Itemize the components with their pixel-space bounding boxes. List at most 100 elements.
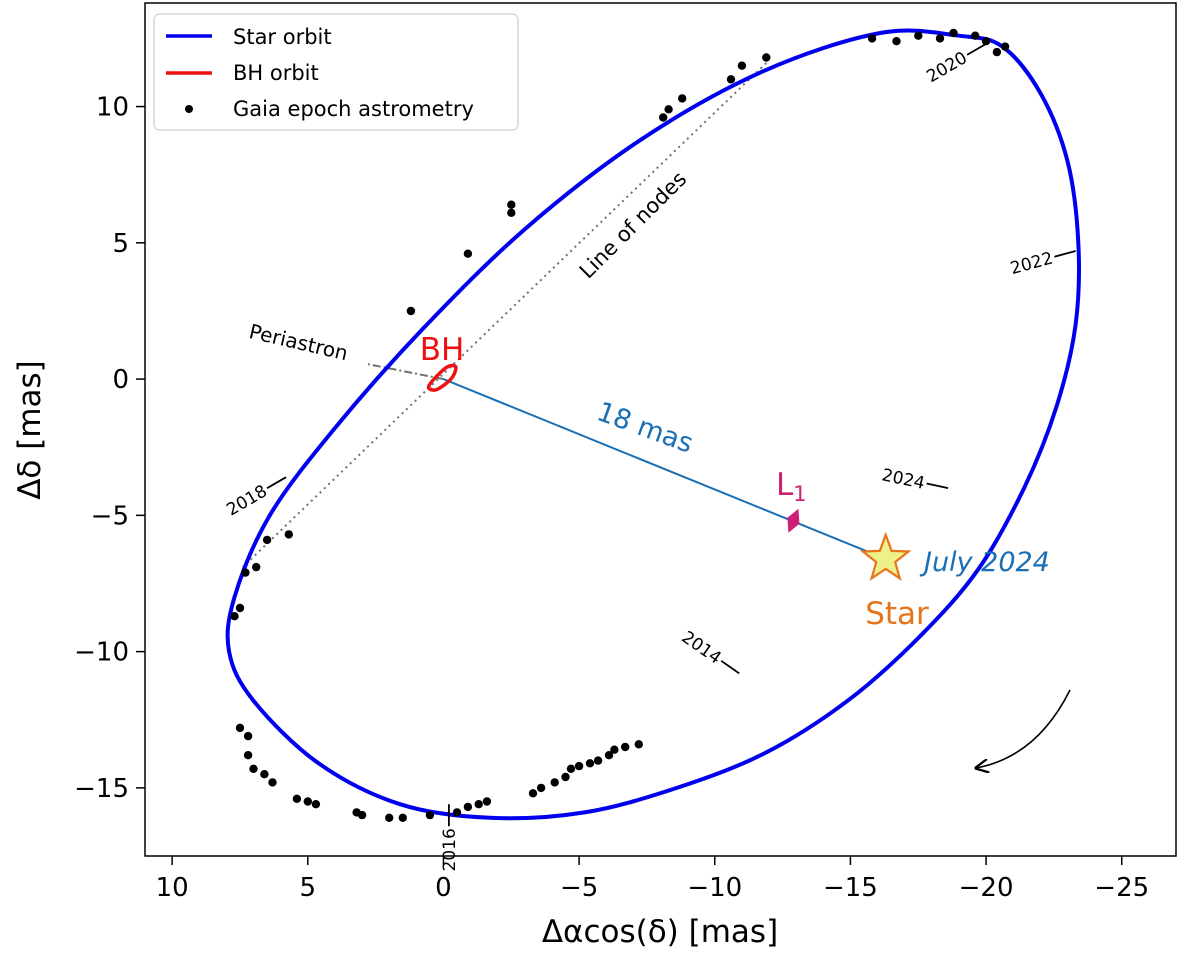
- astrometry-point: [610, 745, 619, 754]
- x-tick-label: −15: [823, 873, 878, 903]
- l1-label-subscript: 1: [793, 482, 806, 506]
- astrometry-point: [463, 249, 473, 258]
- astrometry-point: [268, 778, 277, 787]
- astrometry-point: [482, 797, 492, 806]
- astrometry-point: [252, 562, 261, 572]
- x-tick-label: −20: [959, 873, 1014, 903]
- astrometry-point: [664, 105, 673, 114]
- legend-box: [153, 13, 519, 131]
- astrometry-point: [737, 61, 747, 70]
- astrometry-point: [574, 761, 584, 771]
- astrometry-point: [981, 37, 991, 46]
- astrometry-point: [561, 772, 570, 782]
- separation-line: [443, 378, 887, 560]
- astrometry-point: [262, 535, 272, 545]
- astrometry-point: [303, 797, 312, 806]
- astrometry-point: [243, 751, 253, 760]
- x-tick-label: 0: [435, 873, 452, 903]
- astrometry-point: [528, 789, 538, 798]
- astrometry-point: [867, 34, 877, 43]
- annotation-lines: [241, 62, 887, 568]
- x-axis-ticks: 10 5 0 −5 −10 −15 −20 −25: [156, 856, 1149, 903]
- x-tick-label: 10: [156, 873, 189, 903]
- astrometry-point: [284, 530, 293, 539]
- astrometry-point: [235, 603, 245, 613]
- astrometry-point: [507, 208, 516, 217]
- x-tick-label: −25: [1094, 873, 1149, 903]
- bh-label: BH: [420, 332, 465, 368]
- astrometry-point: [474, 800, 483, 809]
- year-tick-2020: [966, 43, 987, 56]
- astrometry-point: [566, 764, 576, 773]
- astrometry-point: [311, 800, 321, 809]
- astrometry-points: [230, 28, 1010, 822]
- astrometry-point: [241, 568, 250, 577]
- line-of-nodes: [241, 62, 768, 568]
- y-tick-label: 0: [112, 365, 129, 395]
- periastron-line: [367, 363, 444, 381]
- x-tick-label: −10: [687, 873, 742, 903]
- astrometry-point: [507, 200, 516, 209]
- year-tick-2022: [1054, 250, 1076, 258]
- astrometry-point: [949, 28, 958, 38]
- astrometry-point: [406, 306, 416, 316]
- year-tick-2018: [266, 476, 287, 489]
- astrometry-point: [914, 31, 923, 40]
- astrometry-point: [678, 94, 687, 103]
- legend-swatch-astrometry: [185, 105, 193, 113]
- astrometry-point: [385, 813, 394, 822]
- astrometry-point: [243, 731, 253, 741]
- legend: Star orbit BH orbit Gaia epoch astrometr…: [153, 13, 519, 131]
- y-axis-ticks: 10 5 0 −5 −10 −15: [74, 93, 145, 804]
- x-axis-label: Δαcos(δ) [mas]: [542, 914, 778, 950]
- astrometry-point: [604, 751, 614, 760]
- astrometry-point: [634, 740, 643, 749]
- date-label: July 2024: [919, 547, 1050, 578]
- orbit-layer: [225, 28, 1082, 821]
- astrometry-point: [1000, 42, 1010, 51]
- y-tick-label: −5: [91, 501, 129, 531]
- astrometry-point: [585, 759, 595, 768]
- year-label-2016: 2016: [440, 828, 460, 871]
- l1-label: L1: [776, 467, 807, 506]
- bh-orbit-line: [426, 363, 458, 392]
- plot-area: [144, 2, 1177, 857]
- astrometry-point: [726, 75, 736, 84]
- y-tick-label: 10: [96, 93, 129, 123]
- l1-marker: [787, 508, 800, 533]
- astrometry-point: [550, 778, 559, 787]
- legend-label-bh-orbit: BH orbit: [233, 61, 319, 85]
- y-tick-label: 5: [112, 229, 129, 259]
- astrometry-point: [357, 810, 367, 820]
- year-tick-2024: [926, 482, 949, 489]
- astrometry-point: [230, 612, 239, 621]
- astrometry-point: [452, 808, 462, 817]
- astrometry-point: [292, 794, 302, 803]
- astrometry-point: [235, 723, 245, 733]
- y-tick-label: −15: [74, 774, 129, 804]
- direction-arrow: [976, 689, 1071, 768]
- astrometry-point: [463, 802, 473, 812]
- star-orbit-line: [225, 28, 1082, 821]
- astrometry-point: [621, 742, 630, 752]
- y-axis-label: Δδ [mas]: [12, 360, 48, 500]
- astrometry-point: [992, 47, 1002, 57]
- legend-label-astrometry: Gaia epoch astrometry: [233, 97, 474, 121]
- star-marker: [859, 531, 912, 581]
- astrometry-point: [398, 813, 407, 822]
- astrometry-point: [659, 113, 668, 122]
- astrometry-point: [971, 31, 980, 40]
- year-tick-2014: [720, 660, 740, 675]
- astrometry-point: [536, 783, 546, 793]
- marker-layer: [787, 508, 912, 581]
- astrometry-point: [892, 37, 901, 46]
- astrometry-point: [935, 34, 945, 43]
- star-label: Star: [865, 596, 929, 632]
- legend-label-star-orbit: Star orbit: [233, 25, 332, 49]
- astrometry-point: [249, 764, 258, 773]
- astrometry-point: [762, 53, 771, 62]
- l1-label-main: L: [776, 467, 794, 503]
- y-tick-label: −10: [74, 638, 129, 668]
- astrometry-point: [593, 756, 603, 765]
